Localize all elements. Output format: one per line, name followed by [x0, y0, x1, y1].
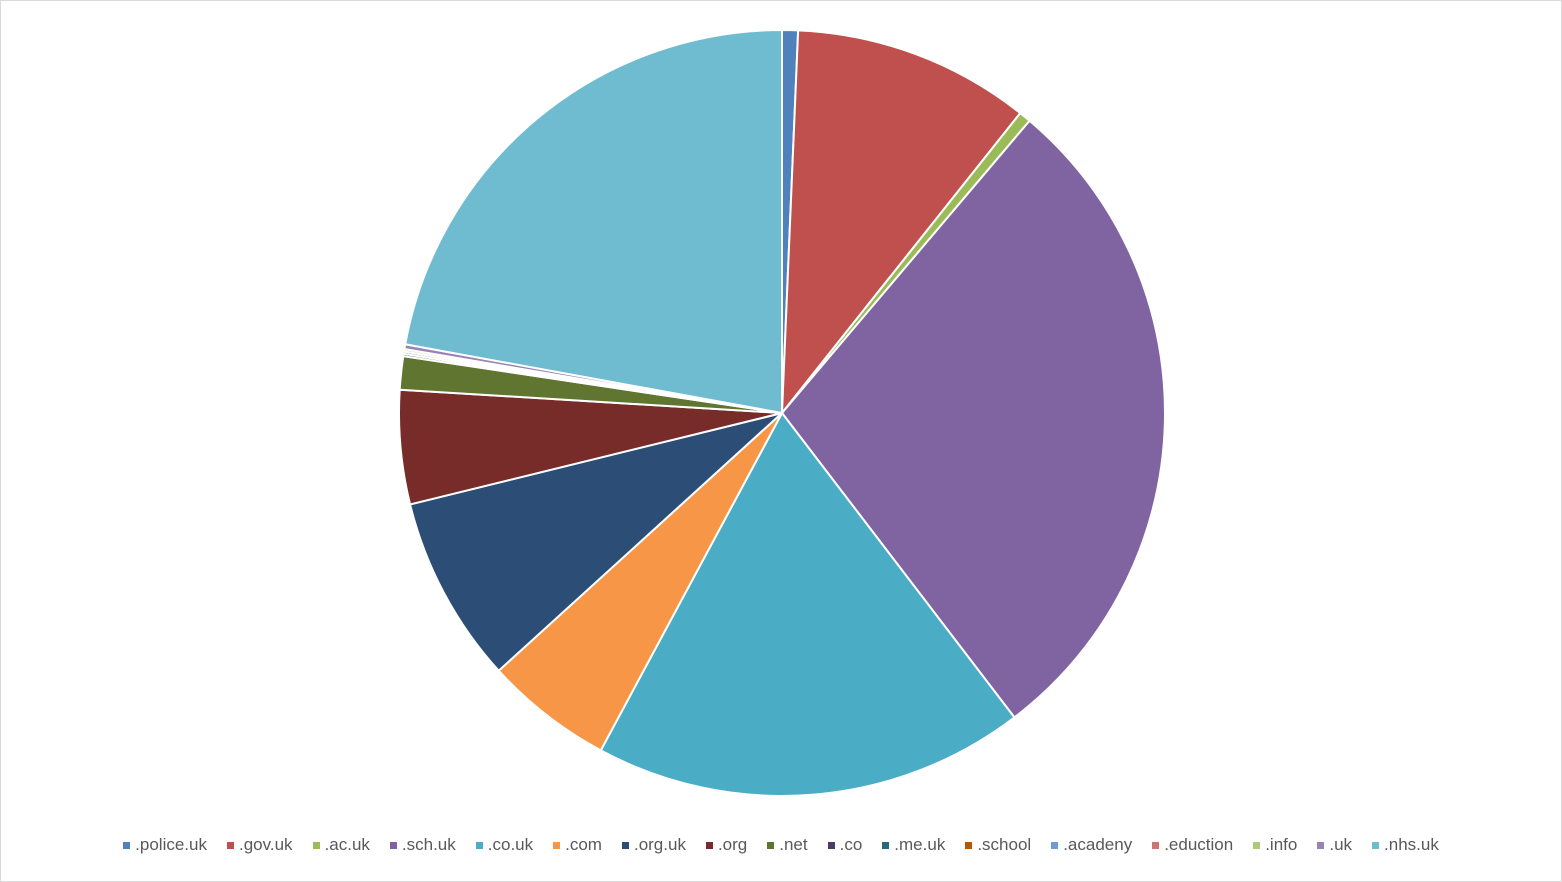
legend-swatch — [1051, 841, 1059, 849]
legend-item: .acadeny — [1051, 835, 1132, 855]
legend-item: .gov.uk — [226, 835, 293, 855]
legend-swatch — [226, 841, 234, 849]
legend-swatch — [882, 841, 890, 849]
legend-item: .nhs.uk — [1372, 835, 1439, 855]
legend-label: .com — [565, 835, 602, 854]
legend-item: .me.uk — [882, 835, 945, 855]
legend-label: .info — [1265, 835, 1298, 854]
legend-item: .org.uk — [621, 835, 686, 855]
legend-label: .police.uk — [135, 835, 207, 854]
legend-label: .nhs.uk — [1384, 835, 1439, 854]
legend-item: .school — [965, 835, 1031, 855]
legend-item: .org — [705, 835, 748, 855]
legend-swatch — [767, 841, 775, 849]
legend-swatch — [553, 841, 561, 849]
legend-swatch — [1152, 841, 1160, 849]
legend-swatch — [389, 841, 397, 849]
legend-item: .net — [767, 835, 808, 855]
legend-swatch — [621, 841, 629, 849]
legend-swatch — [965, 841, 973, 849]
legend-swatch — [312, 841, 320, 849]
legend-label: .gov.uk — [238, 835, 293, 854]
legend-label: .net — [779, 835, 808, 854]
legend-swatch — [1253, 841, 1261, 849]
legend-item: .uk — [1317, 835, 1352, 855]
legend-label: .sch.uk — [401, 835, 456, 854]
legend-item: .eduction — [1152, 835, 1233, 855]
legend-swatch — [475, 841, 483, 849]
legend-label: .co.uk — [487, 835, 534, 854]
legend-item: .co — [827, 835, 863, 855]
pie-slice — [780, 119, 1166, 719]
legend-label: .eduction — [1164, 835, 1234, 854]
legend-item: .ac.uk — [312, 835, 370, 855]
pie-slice — [404, 28, 783, 415]
legend-item: .police.uk — [123, 835, 207, 855]
legend-swatch — [123, 841, 131, 849]
legend-item: .sch.uk — [389, 835, 456, 855]
legend-label: .org — [717, 835, 748, 854]
legend-item: .co.uk — [475, 835, 534, 855]
legend-label: .co — [839, 835, 863, 854]
legend-label: .uk — [1329, 835, 1353, 854]
legend-label: .org.uk — [633, 835, 686, 854]
legend-label: .ac.uk — [324, 835, 370, 854]
legend-label: .acadeny — [1063, 835, 1133, 854]
pie-slice — [599, 411, 1016, 797]
legend-item: .com — [553, 835, 602, 855]
legend-label: .school — [977, 835, 1032, 854]
legend-swatch — [827, 841, 835, 849]
legend: .police.uk .gov.uk .ac.uk .sch.uk .co.uk .com… — [1, 835, 1561, 855]
legend-swatch — [1372, 841, 1380, 849]
pie-slice — [408, 412, 783, 673]
legend-swatch — [705, 841, 713, 849]
legend-item: .info — [1253, 835, 1297, 855]
legend-swatch — [1317, 841, 1325, 849]
legend-label: .me.uk — [894, 835, 946, 854]
pie-area — [398, 28, 1166, 797]
pie-slice — [780, 29, 1022, 417]
